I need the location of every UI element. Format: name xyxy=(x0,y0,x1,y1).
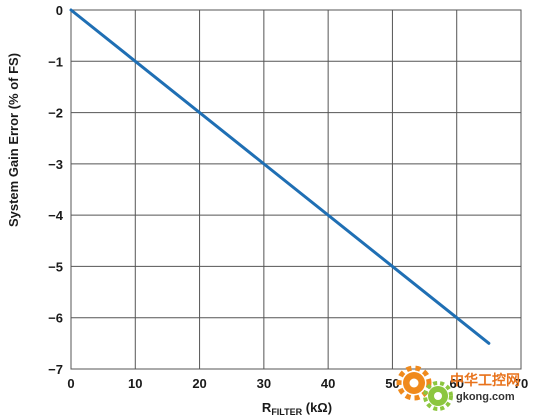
x-tick-label: 40 xyxy=(321,376,335,391)
x-tick-label: 30 xyxy=(257,376,271,391)
y-tick-label: −1 xyxy=(48,54,63,69)
y-tick-label: −6 xyxy=(48,311,63,326)
series-layer xyxy=(69,8,491,345)
plot-frame xyxy=(70,9,522,370)
watermark-cn-text: 中华工控网 xyxy=(450,372,520,388)
x-axis-title-subscript: FILTER xyxy=(271,407,302,417)
x-tick-label: 70 xyxy=(514,376,528,391)
series-line-0 xyxy=(69,8,491,345)
y-tick-label: −3 xyxy=(48,157,63,172)
watermark-url-text: gkong.com xyxy=(456,391,515,403)
x-tick-label: 60 xyxy=(449,376,463,391)
gear-green-icon xyxy=(423,381,453,411)
y-axis-title: System Gain Error (% of FS) xyxy=(6,53,21,227)
y-tick-label: −5 xyxy=(48,259,63,274)
y-tick-label: 0 xyxy=(56,3,63,18)
grid xyxy=(70,9,522,370)
x-tick-label: 10 xyxy=(128,376,142,391)
x-tick-label: 50 xyxy=(385,376,399,391)
y-tick-labels: 0 −1 −2 −3 −4 −5 −6 −7 xyxy=(48,3,64,377)
y-tick-label: −4 xyxy=(48,208,64,223)
y-tick-label: −7 xyxy=(48,362,63,377)
x-tick-label: 20 xyxy=(192,376,206,391)
gear-orange-icon xyxy=(396,365,432,401)
y-tick-label: −2 xyxy=(48,106,63,121)
x-tick-labels: 0 10 20 30 40 50 60 70 xyxy=(67,376,528,391)
x-axis-title: RFILTER (kΩ) xyxy=(262,400,332,417)
x-axis-title-unit: (kΩ) xyxy=(302,400,332,415)
x-axis-title-main: R xyxy=(262,400,272,415)
x-tick-label: 0 xyxy=(67,376,74,391)
watermark: 中华工控网 gkong.com xyxy=(396,365,520,411)
